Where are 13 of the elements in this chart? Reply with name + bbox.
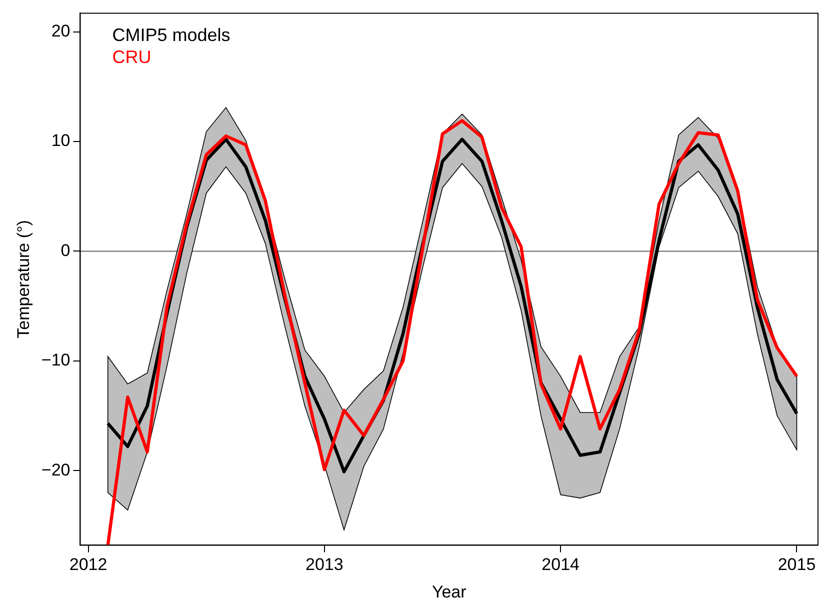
text: CRU xyxy=(112,47,152,68)
y-tick-label: −10 xyxy=(41,350,70,370)
y-tick-label: 20 xyxy=(51,22,70,41)
x-axis-title: Year xyxy=(432,582,467,602)
x-tick-label: 2015 xyxy=(778,555,816,574)
y-tick-label: −20 xyxy=(41,460,70,480)
y-tick-label: 0 xyxy=(60,240,70,260)
x-tick-label: 2014 xyxy=(542,555,580,574)
y-axis-title: Temperature (°) xyxy=(14,220,33,338)
text: CMIP5 models xyxy=(112,25,230,46)
y-tick-label: 10 xyxy=(51,131,70,150)
x-tick-label: 2012 xyxy=(69,555,108,574)
x-tick-label: 2013 xyxy=(306,555,344,574)
